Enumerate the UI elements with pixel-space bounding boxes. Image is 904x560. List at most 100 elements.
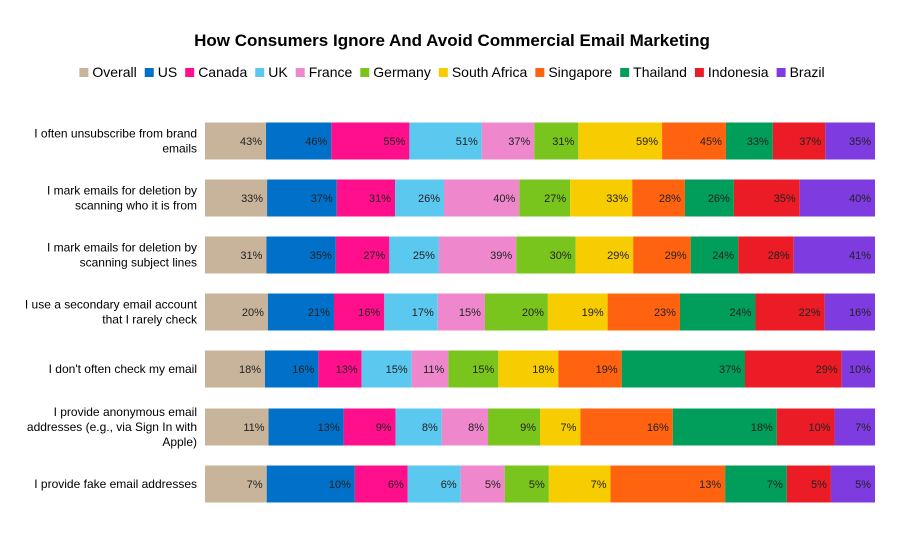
bar-segment-germany [484, 293, 548, 331]
legend-item-thailand: Thailand [620, 64, 687, 80]
bar-segment-south-africa [547, 293, 608, 331]
bar-segment-germany [448, 350, 499, 388]
legend-label: Thailand [633, 64, 687, 80]
data-label: 40% [849, 193, 871, 205]
data-label: 24% [712, 250, 734, 262]
data-label: 15% [472, 364, 494, 376]
bar-segment-canada [343, 408, 396, 446]
bar-segment-uk [409, 122, 482, 160]
bar-segment-france [460, 465, 505, 503]
bar-segment-brazil [834, 408, 875, 446]
legend-swatch [620, 68, 630, 77]
data-label: 18% [532, 364, 554, 376]
bar-segment-singapore [632, 179, 685, 217]
bar-segment-uk [395, 179, 445, 217]
data-label: 55% [383, 136, 405, 148]
data-label: 45% [700, 136, 722, 148]
data-label: 26% [708, 193, 730, 205]
bar-segment-south-africa [578, 122, 663, 160]
data-label: 27% [363, 250, 385, 262]
data-label: 43% [240, 136, 262, 148]
legend-swatch [255, 68, 265, 77]
bar-row: 20% 21% 16% 17% 15% 20% 19% 23% 24% 22% 16% [205, 293, 875, 331]
bar-segment-uk [384, 293, 438, 331]
data-label: 7% [247, 479, 263, 491]
bar-segment-uk [407, 465, 461, 503]
data-label: 40% [493, 193, 515, 205]
data-label: 11% [243, 422, 264, 434]
legend-item-canada: Canada [185, 64, 247, 80]
bar-segment-brazil [841, 350, 875, 388]
bar-segment-france [411, 350, 449, 388]
category-label-line: I use a secondary email account [25, 298, 198, 312]
bar-segment-thailand [679, 293, 756, 331]
data-label: 15% [459, 307, 481, 319]
bar-segment-thailand [672, 408, 777, 446]
data-label: 33% [747, 136, 769, 148]
data-label: 22% [799, 307, 821, 319]
data-label: 24% [729, 307, 751, 319]
data-label: 31% [552, 136, 574, 148]
data-label: 13% [318, 422, 340, 434]
category-label: I don't often check my email [49, 362, 197, 376]
bar-segment-thailand [725, 122, 773, 160]
data-label: 10% [809, 422, 831, 434]
legend-label: France [309, 64, 353, 80]
bar-segment-france [444, 179, 520, 217]
bar-segment-canada [331, 122, 410, 160]
bar-segment-uk [361, 350, 412, 388]
bar-segment-canada [335, 236, 390, 274]
bar-segment-overall [205, 122, 267, 160]
data-label: 13% [699, 479, 721, 491]
bar-segment-indonesia [755, 293, 825, 331]
bar-segment-us [265, 350, 319, 388]
legend-label: UK [268, 64, 288, 80]
data-label: 28% [768, 250, 790, 262]
legend-swatch [694, 68, 704, 77]
category-label-line: emails [162, 142, 197, 156]
bar-segment-overall [205, 293, 268, 331]
data-label: 41% [849, 250, 871, 262]
data-label: 15% [386, 364, 408, 376]
legend-swatch [79, 68, 89, 77]
chart-title: How Consumers Ignore And Avoid Commercia… [194, 31, 710, 50]
bar-segment-indonesia [745, 350, 842, 388]
data-label: 10% [849, 364, 871, 376]
bar-segment-singapore [633, 236, 691, 274]
bar-segment-uk [395, 408, 442, 446]
bar-segment-canada [318, 350, 362, 388]
legend-label: Indonesia [708, 64, 769, 80]
category-label-line: I often unsubscribe from brand [34, 127, 197, 141]
data-label: 37% [311, 193, 333, 205]
data-label: 5% [485, 479, 501, 491]
legend-swatch [535, 68, 545, 77]
data-label: 29% [607, 250, 629, 262]
data-label: 5% [529, 479, 545, 491]
bar-segment-indonesia [738, 236, 794, 274]
legend-item-overall: Overall [79, 64, 137, 80]
bars: 43% 46% 55% 51% 37% 31% 59% 45% 33% 37% 35%33% 37% 3… [205, 122, 875, 503]
data-label: 8% [468, 422, 484, 434]
legend-label: Germany [373, 64, 431, 80]
bar-row: 7% 10% 6% 6% 5% 5% 7% 13% 7% 5% 5% [205, 465, 875, 503]
legend-item-singapore: Singapore [535, 64, 612, 80]
data-label: 8% [422, 422, 438, 434]
data-label: 27% [544, 193, 566, 205]
category-label-line: I mark emails for deletion by [47, 184, 197, 198]
data-label: 59% [636, 136, 658, 148]
category-label-line: I don't often check my email [49, 362, 197, 376]
data-label: 7% [591, 479, 607, 491]
data-label: 11% [423, 364, 444, 376]
bar-segment-us [266, 236, 336, 274]
bar-segment-singapore [580, 408, 673, 446]
bar-segment-canada [333, 293, 385, 331]
bar-segment-brazil [824, 293, 875, 331]
bar-segment-france [481, 122, 535, 160]
category-label-line: I provide anonymous email [54, 405, 197, 419]
data-label: 16% [358, 307, 380, 319]
